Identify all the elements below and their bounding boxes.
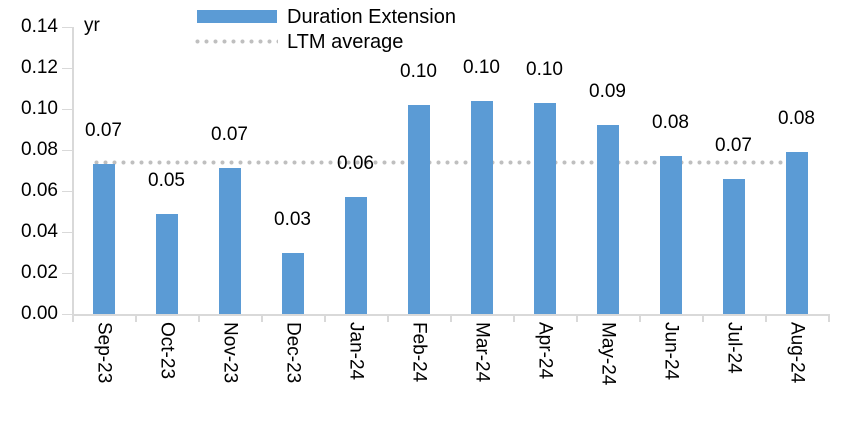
y-axis-tickmark <box>62 149 72 151</box>
x-axis-tickmark <box>765 314 767 322</box>
x-axis-tick-label: Jan-24 <box>345 322 367 381</box>
x-axis-tickmark <box>828 314 830 322</box>
y-axis-tick-label: 0.04 <box>21 221 58 242</box>
x-axis-tick-label: Sep-23 <box>93 322 115 384</box>
y-axis-line <box>72 27 74 314</box>
y-axis-tick-label: 0.06 <box>21 180 58 201</box>
bar <box>218 168 241 314</box>
x-axis-tickmark <box>261 314 263 322</box>
x-axis-tick-label: Jun-24 <box>660 322 682 381</box>
bar <box>785 152 808 314</box>
bar <box>533 102 556 314</box>
bar-value-label: 0.06 <box>337 153 374 175</box>
y-axis-tickmark <box>62 231 72 233</box>
bar-value-label: 0.03 <box>274 208 311 230</box>
bar-value-label: 0.05 <box>148 169 185 191</box>
x-axis-tick-label: Feb-24 <box>408 322 430 383</box>
y-axis-unit-label: yr <box>84 15 100 36</box>
x-axis-tickmark <box>198 314 200 322</box>
bar-value-label: 0.07 <box>211 124 248 146</box>
y-axis-tick-label: 0.12 <box>21 57 58 78</box>
bar <box>596 125 619 314</box>
bar-value-label: 0.08 <box>778 108 815 130</box>
legend-label-duration-extension: Duration Extension <box>287 6 456 28</box>
y-axis-tick-label: 0.00 <box>21 303 58 324</box>
x-axis-tick-label: Nov-23 <box>219 322 241 384</box>
y-axis-tickmark <box>62 108 72 110</box>
x-axis-tick-label: Mar-24 <box>471 322 493 383</box>
x-axis-tickmark <box>450 314 452 322</box>
x-axis-tick-label: Aug-24 <box>786 322 808 384</box>
bar <box>407 104 430 314</box>
bar-value-label: 0.07 <box>85 120 122 142</box>
x-axis-tick-label: Jul-24 <box>723 322 745 374</box>
x-axis-tick-label: Oct-23 <box>156 322 178 380</box>
legend-dotted-line-swatch <box>193 39 278 44</box>
bar <box>281 252 304 314</box>
y-axis-tickmark <box>62 190 72 192</box>
legend-label-ltm-average: LTM average <box>287 31 404 53</box>
bar <box>470 100 493 314</box>
bar <box>155 213 178 314</box>
x-axis-tickmark <box>639 314 641 322</box>
x-axis-tickmark <box>135 314 137 322</box>
y-axis-tickmark <box>62 313 72 315</box>
y-axis-tickmark <box>62 272 72 274</box>
bar-value-label: 0.09 <box>589 81 626 103</box>
x-axis-tickmark <box>702 314 704 322</box>
y-axis-tick-label: 0.02 <box>21 262 58 283</box>
x-axis-tickmark <box>387 314 389 322</box>
y-axis-tick-label: 0.14 <box>21 16 58 37</box>
y-axis-tickmark <box>62 67 72 69</box>
x-axis-tickmark <box>576 314 578 322</box>
bar-value-label: 0.08 <box>652 112 689 134</box>
bar-value-label: 0.10 <box>526 58 563 80</box>
x-axis-tick-label: May-24 <box>597 322 619 386</box>
bar-value-label: 0.10 <box>463 56 500 78</box>
legend-bar-swatch <box>197 10 277 23</box>
bar <box>92 164 115 314</box>
y-axis-tick-label: 0.08 <box>21 139 58 160</box>
x-axis-tickmark <box>324 314 326 322</box>
bar-value-label: 0.10 <box>400 60 437 82</box>
x-axis-tick-label: Dec-23 <box>282 322 304 384</box>
x-axis-tickmark <box>72 314 74 322</box>
x-axis-tick-label: Apr-24 <box>534 322 556 380</box>
bar <box>344 197 367 314</box>
y-axis-tickmark <box>62 26 72 28</box>
y-axis-tick-label: 0.10 <box>21 98 58 119</box>
x-axis-tickmark <box>513 314 515 322</box>
bar-value-label: 0.07 <box>715 134 752 156</box>
ltm-average-line <box>91 159 801 165</box>
bar <box>722 178 745 314</box>
bar <box>659 156 682 314</box>
